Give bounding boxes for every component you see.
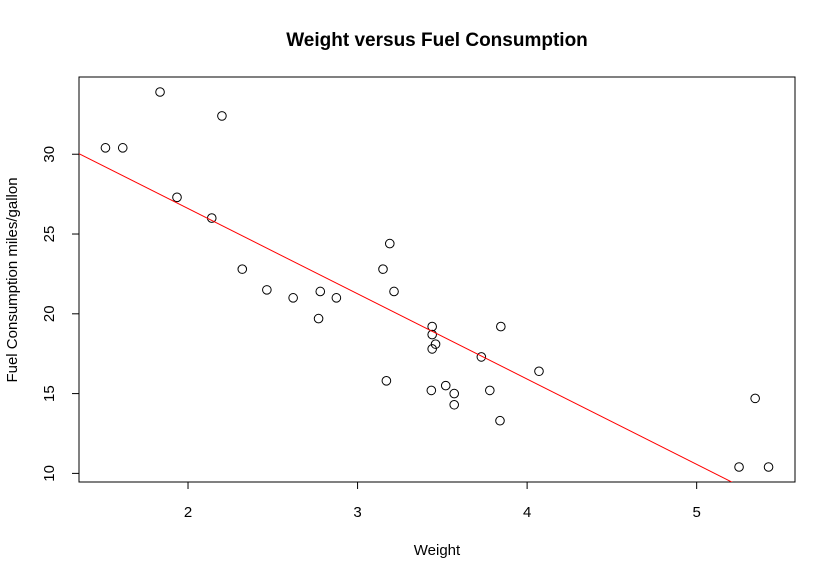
- point: [206, 213, 217, 223]
- y-tick-label: 15: [41, 385, 58, 402]
- x-tick-label: 4: [523, 504, 531, 521]
- point: [427, 344, 437, 354]
- chart-title: Weight versus Fuel Consumption: [286, 30, 588, 51]
- point: [430, 339, 441, 349]
- x-axis-label: Weight: [414, 542, 461, 559]
- point: [381, 376, 392, 386]
- point: [427, 329, 437, 340]
- x-tick-label: 2: [184, 504, 192, 521]
- point: [440, 380, 451, 391]
- y-tick-label: 25: [41, 226, 58, 243]
- regression-line: [79, 153, 733, 482]
- y-tick-label: 30: [41, 146, 58, 163]
- point: [485, 385, 495, 396]
- x-tick-label: 3: [353, 504, 361, 521]
- y-tick-label: 10: [41, 465, 58, 482]
- point: [449, 388, 460, 399]
- point: [100, 143, 111, 153]
- point: [313, 313, 324, 324]
- point: [172, 192, 182, 203]
- point: [389, 286, 399, 297]
- point: [426, 385, 437, 396]
- point: [496, 321, 506, 332]
- point: [262, 285, 272, 295]
- point: [734, 462, 744, 472]
- y-axis-label: Fuel Consumption miles/gallon: [4, 177, 21, 382]
- point: [155, 87, 165, 97]
- plot-box: [78, 76, 796, 483]
- point: [331, 293, 342, 303]
- point: [384, 238, 395, 249]
- point: [534, 366, 544, 377]
- point: [315, 286, 326, 297]
- point: [217, 111, 227, 121]
- point: [449, 399, 460, 410]
- point: [495, 415, 505, 426]
- point: [476, 352, 487, 362]
- point: [288, 293, 298, 303]
- x-tick-label: 5: [692, 504, 700, 521]
- point: [763, 462, 774, 472]
- point: [117, 143, 128, 153]
- y-tick-label: 20: [41, 305, 58, 322]
- point: [378, 264, 388, 274]
- point: [750, 393, 760, 404]
- point: [237, 264, 248, 274]
